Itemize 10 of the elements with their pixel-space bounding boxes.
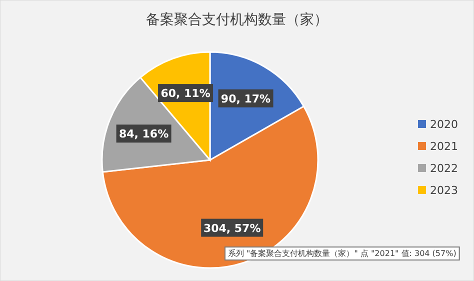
chart-title: 备案聚合支付机构数量（家） bbox=[146, 11, 328, 28]
legend-label: 2023 bbox=[430, 184, 458, 197]
data-label: 84, 16% bbox=[118, 128, 169, 141]
legend-label: 2022 bbox=[430, 162, 458, 175]
data-label: 304, 57% bbox=[203, 222, 261, 235]
legend-label: 2020 bbox=[430, 118, 458, 131]
data-label: 60, 11% bbox=[160, 87, 210, 100]
legend-label: 2021 bbox=[430, 140, 458, 153]
text: 系列 "备案聚合支付机构数量（家）" 点 "2021" 值: 304 (57%) bbox=[228, 249, 456, 258]
data-label: 90, 17% bbox=[220, 92, 271, 106]
